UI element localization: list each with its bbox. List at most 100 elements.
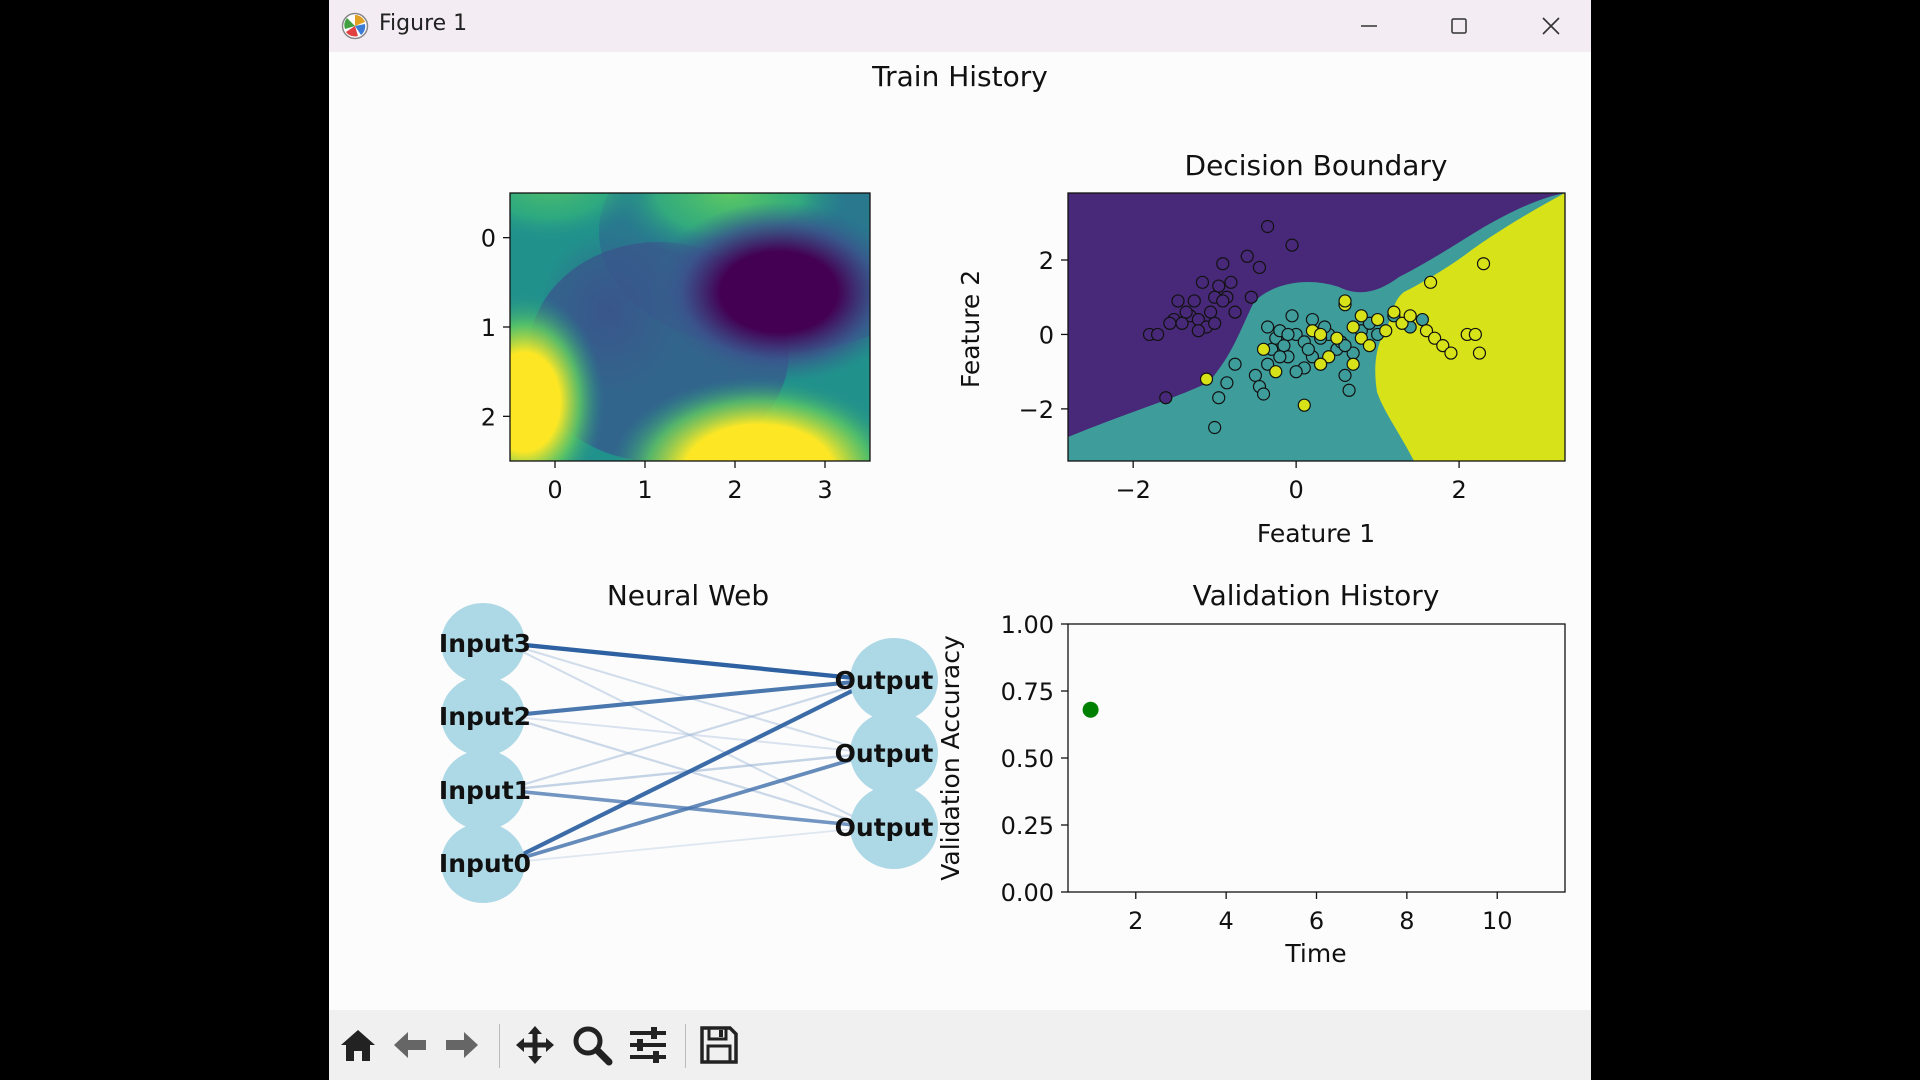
neural-edge	[504, 678, 875, 865]
maximize-button[interactable]	[1419, 0, 1499, 52]
neural-input-node	[441, 823, 525, 903]
validation-y-tick-label: 0.75	[1001, 678, 1054, 706]
neural-output-node	[850, 711, 938, 795]
decision-y-ticks: 2 0 −2	[1019, 247, 1068, 424]
home-icon	[341, 1030, 375, 1061]
figure-canvas[interactable]: Train History 0 1 2 3 0 1 2 Decision Boundary	[329, 52, 1591, 1010]
window-title: Figure 1	[379, 11, 468, 36]
decision-point-class2	[1346, 357, 1360, 371]
decision-y-tick-label: 2	[1039, 247, 1054, 275]
close-button[interactable]	[1511, 0, 1591, 52]
decision-point-class1	[1305, 312, 1320, 327]
decision-y-tick-label: 0	[1039, 321, 1054, 349]
decision-point-class0	[1187, 294, 1201, 308]
toolbar-separator	[499, 1024, 500, 1068]
decision-point-class2	[1476, 257, 1491, 271]
decision-ylabel: Feature 2	[956, 270, 985, 388]
title-bar[interactable]: Figure 1	[329, 0, 1591, 52]
zoom-button[interactable]	[569, 1022, 615, 1068]
decision-x-tick-label: 2	[1451, 476, 1466, 504]
pan-button[interactable]	[512, 1022, 558, 1068]
decision-point-class2	[1428, 331, 1442, 345]
matplotlib-logo-icon	[341, 12, 369, 40]
decision-point-class2	[1436, 339, 1450, 353]
decision-title: Decision Boundary	[1185, 149, 1448, 182]
decision-point-class1	[1277, 339, 1291, 353]
validation-x-tick-label: 6	[1309, 907, 1324, 935]
forward-button[interactable]	[439, 1022, 485, 1068]
close-icon	[1542, 17, 1560, 35]
validation-y-tick-label: 0.50	[1001, 745, 1054, 773]
decision-point-class2	[1403, 309, 1417, 323]
arrow-right-icon	[446, 1032, 478, 1058]
sliders-icon	[630, 1027, 666, 1063]
decision-point-class0	[1203, 305, 1218, 319]
neural-edges	[504, 640, 875, 865]
decision-point-class1	[1285, 309, 1299, 323]
minimize-icon	[1361, 25, 1377, 27]
validation-frame	[1067, 623, 1566, 893]
decision-point-class0	[1216, 294, 1230, 308]
neural-input-node	[441, 603, 525, 683]
decision-point-class2	[1354, 309, 1368, 323]
save-button[interactable]	[696, 1022, 742, 1068]
maximize-icon	[1451, 18, 1467, 34]
heatmap-panel: 0 1 2 3 0 1 2	[481, 192, 871, 504]
decision-point-class0	[1224, 275, 1238, 289]
navigation-toolbar	[329, 1010, 1591, 1080]
decision-point-class0	[1179, 305, 1193, 319]
decision-point-class2	[1346, 320, 1360, 334]
heatmap-x-tick-label: 1	[637, 476, 652, 504]
decision-point-class1	[1281, 327, 1295, 342]
neural-input-label: Input1	[439, 776, 531, 805]
toolbar-separator	[685, 1024, 686, 1068]
decision-point-class2	[1297, 398, 1311, 412]
decision-point-class2	[1313, 327, 1328, 342]
decision-point-class2	[1269, 365, 1283, 379]
zoom-icon	[573, 1026, 613, 1066]
neural-nodes: Input3 Input2 Input1 Input0 Output Output Outp…	[439, 603, 938, 903]
back-button[interactable]	[387, 1022, 433, 1068]
decision-x-tick-label: −2	[1115, 476, 1150, 504]
decision-point-class0	[1208, 316, 1222, 330]
decision-point-class1	[1256, 387, 1271, 401]
decision-point-class0	[1171, 294, 1185, 308]
decision-point-class2	[1395, 316, 1409, 330]
decision-point-class1	[1261, 357, 1275, 371]
decision-point-class0	[1175, 316, 1189, 330]
minimize-button[interactable]	[1329, 0, 1409, 52]
figure-window: Figure 1 Train History	[329, 0, 1591, 1080]
decision-point-class2	[1472, 346, 1487, 360]
decision-y-tick-label: −2	[1019, 396, 1054, 424]
decision-point-class1	[1338, 368, 1352, 382]
decision-point-class1	[1273, 350, 1287, 364]
save-icon	[700, 1026, 738, 1064]
validation-x-ticks: 2 4 6 8 10	[1128, 892, 1513, 935]
neural-output-node	[850, 785, 938, 869]
decision-boundary-panel: Decision Boundary −2 0 2 2 0 −2 Feature 1 Fe…	[956, 149, 1566, 548]
decision-point-class2	[1354, 331, 1368, 345]
decision-regions	[1068, 193, 1565, 461]
heatmap-x-tick-label: 2	[727, 476, 742, 504]
decision-point-class2	[1379, 324, 1393, 338]
decision-point-class0	[1163, 316, 1177, 330]
decision-point-class2	[1371, 312, 1385, 327]
heatmap-y-tick-label: 1	[481, 314, 496, 342]
arrow-left-icon	[394, 1032, 426, 1058]
home-button[interactable]	[335, 1022, 381, 1068]
neural-edge	[504, 826, 875, 864]
heatmap-x-ticks: 0 1 2 3	[547, 461, 833, 504]
validation-y-tick-label: 1.00	[1001, 611, 1054, 639]
subplots-button[interactable]	[625, 1022, 671, 1068]
decision-point-class0	[1159, 391, 1173, 405]
move-icon	[516, 1026, 554, 1064]
decision-point-class1	[1212, 391, 1226, 405]
heatmap-y-tick-label: 0	[481, 225, 496, 253]
neural-input-node	[441, 750, 525, 830]
validation-y-ticks: 1.00 0.75 0.50 0.25 0.00	[1001, 611, 1068, 907]
heatmap-y-tick-label: 2	[481, 403, 496, 431]
decision-point-class0	[1240, 249, 1254, 263]
decision-point-class0	[1195, 275, 1210, 289]
decision-point-class1	[1261, 320, 1275, 334]
neural-web-panel: Neural Web Input3 Input2 Input1 Input0 Outpu…	[439, 579, 938, 903]
